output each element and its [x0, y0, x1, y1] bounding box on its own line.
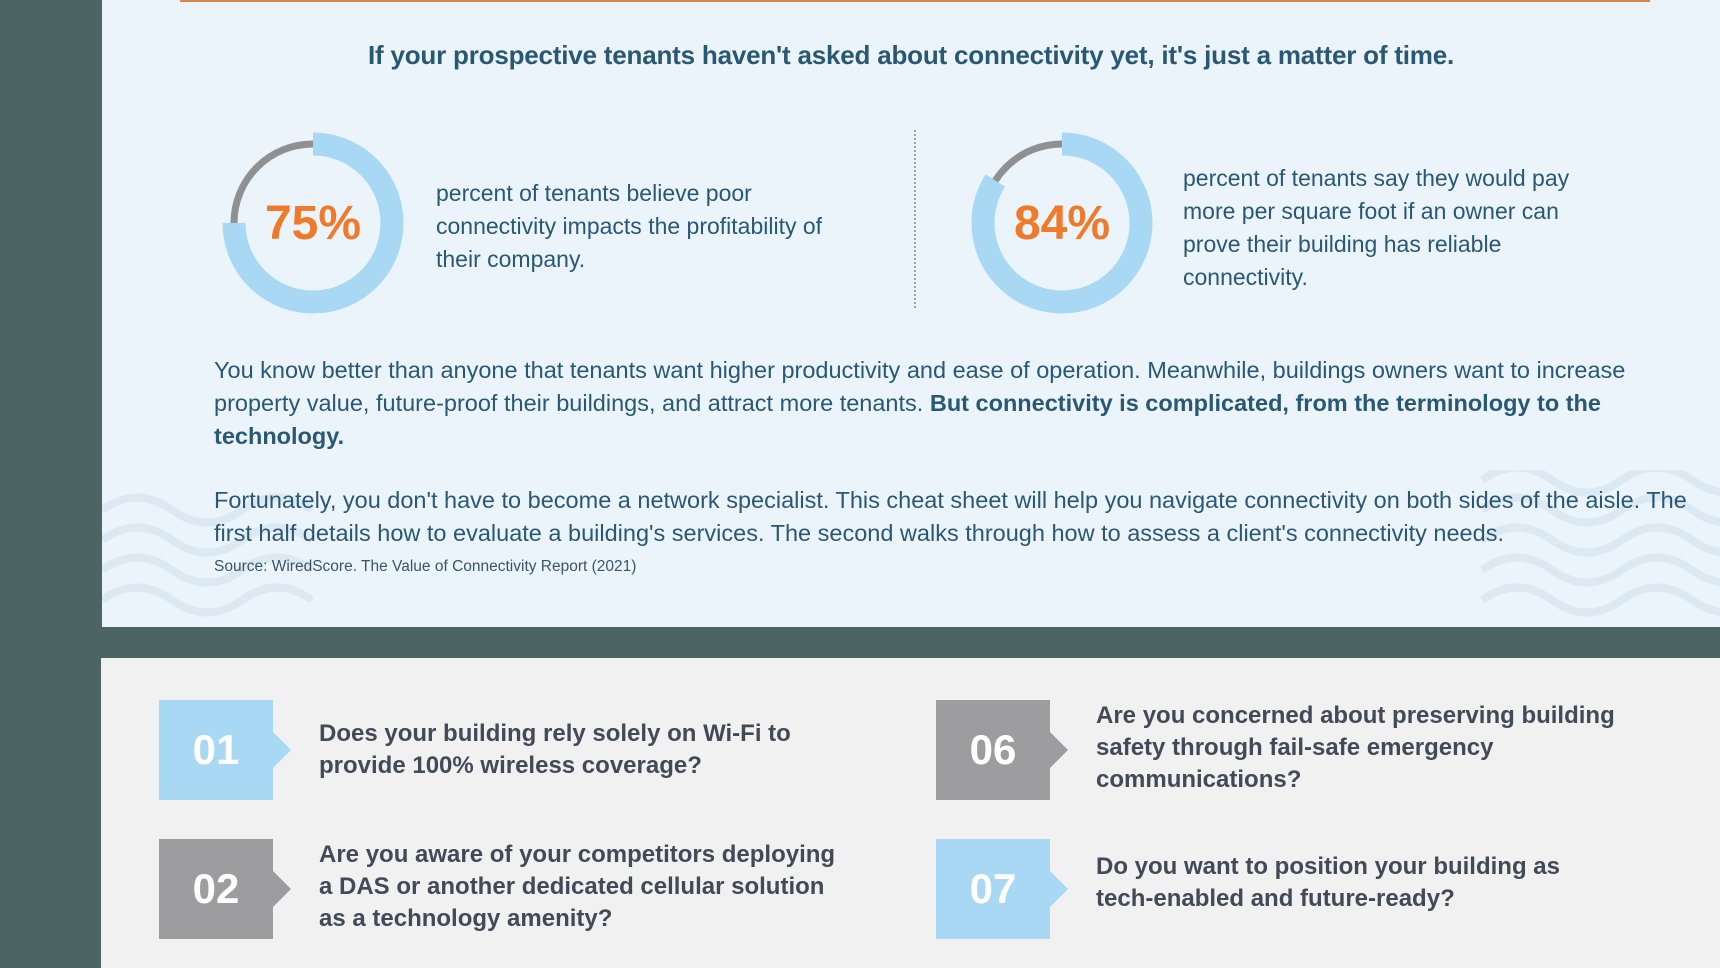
donut-chart: [971, 132, 1153, 314]
top-accent-line: [180, 0, 1650, 2]
question-number-badge: 02: [159, 839, 291, 939]
question-text: Does your building rely solely on Wi-Fi …: [319, 720, 791, 779]
stat-percent: 84%: [1013, 196, 1111, 250]
intro-paragraph: You know better than anyone that tenants…: [214, 354, 1704, 453]
stat-percent: 75%: [264, 196, 362, 250]
wave-pattern-decoration: [102, 470, 1720, 617]
question-number-badge: 07: [936, 839, 1068, 939]
cheat-sheet-paragraph: Fortunately, you don't have to become a …: [214, 487, 1687, 546]
stat-description: percent of tenants believe poor connecti…: [436, 180, 823, 272]
intro-text: You know better than anyone that tenants…: [214, 357, 1626, 416]
questions-panel: 01 Does your building rely solely on Wi-…: [101, 658, 1720, 968]
intro-panel: If your prospective tenants haven't aske…: [102, 0, 1720, 627]
intro-emphasis: But connectivity is complicated, from th…: [214, 390, 1601, 449]
question-number-badge: 06: [936, 700, 1068, 800]
donut-chart: [222, 132, 404, 314]
stat-ring-84: 84%: [969, 130, 1155, 316]
source-citation: Source: WiredScore. The Value of Connect…: [214, 558, 637, 575]
question-number-badge: 01: [159, 700, 291, 800]
headline: If your prospective tenants haven't aske…: [367, 40, 1455, 70]
dotted-divider: [914, 130, 916, 308]
question-text: Are you aware of your competitors deploy…: [319, 841, 836, 932]
stat-description: percent of tenants say they would pay mo…: [1183, 165, 1570, 290]
question-text: Are you concerned about preserving build…: [1096, 702, 1615, 793]
question-text: Do you want to position your building as…: [1096, 853, 1560, 912]
stat-ring-75: 75%: [220, 130, 406, 316]
